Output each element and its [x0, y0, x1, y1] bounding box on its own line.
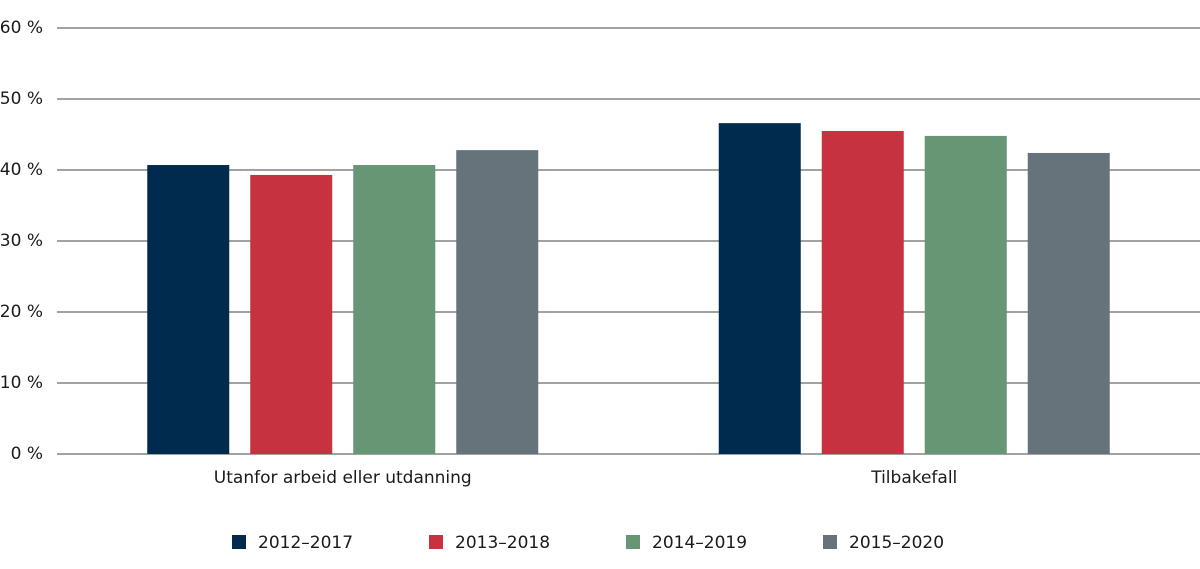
y-tick-label: 50 % [0, 89, 43, 109]
legend-swatch [232, 535, 246, 549]
x-tick-label: Tilbakefall [870, 468, 957, 488]
x-tick-label: Utanfor arbeid eller utdanning [214, 468, 472, 488]
bar [147, 165, 230, 454]
y-tick-label: 20 % [0, 302, 43, 322]
y-tick-label: 30 % [0, 231, 43, 251]
legend-label: 2015–2020 [849, 533, 944, 553]
legend-label: 2012–2017 [258, 533, 353, 553]
y-tick-label: 0 % [11, 444, 43, 464]
bar [821, 130, 904, 454]
y-tick-label: 10 % [0, 373, 43, 393]
bar [1027, 152, 1110, 454]
bar [353, 165, 436, 454]
bar [250, 174, 333, 454]
legend-swatch [429, 535, 443, 549]
y-tick-label: 60 % [0, 18, 43, 38]
legend-swatch [626, 535, 640, 549]
bar [924, 135, 1007, 455]
legend-label: 2014–2019 [652, 533, 747, 553]
bar [456, 150, 539, 454]
legend-swatch [823, 535, 837, 549]
bar [718, 123, 801, 454]
legend-label: 2013–2018 [455, 533, 550, 553]
y-tick-label: 40 % [0, 160, 43, 180]
